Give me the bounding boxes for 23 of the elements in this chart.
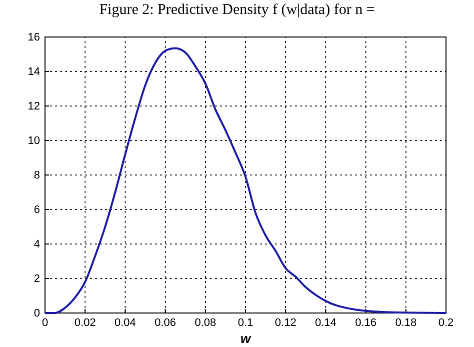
y-tick-label: 2 xyxy=(34,273,40,286)
y-tick-label: 16 xyxy=(28,32,40,44)
x-tick-label: 0.16 xyxy=(355,316,377,329)
y-tick-label: 6 xyxy=(34,204,40,216)
x-tick-label: 0.1 xyxy=(238,316,254,329)
y-tick-label: 8 xyxy=(34,170,40,182)
chart-title: Figure 2: Predictive Density f (w|data) for n = xyxy=(99,2,375,18)
x-tick-label: 0.12 xyxy=(274,316,296,329)
x-tick-label: 0.04 xyxy=(114,316,136,329)
y-tick-label: 0 xyxy=(34,308,40,320)
x-tick-label: 0.14 xyxy=(314,316,336,329)
y-tick-label: 10 xyxy=(28,135,40,148)
y-tick-label: 4 xyxy=(34,238,40,251)
x-tick-label: 0.2 xyxy=(438,316,454,329)
x-tick-label: 0.06 xyxy=(154,316,176,329)
x-tick-label: 0 xyxy=(42,316,48,329)
x-tick-label: 0.08 xyxy=(194,316,216,329)
x-tick-label: 0.02 xyxy=(74,316,96,329)
x-tick-label: 0.18 xyxy=(395,316,417,329)
x-axis-title: w xyxy=(240,331,252,346)
y-tick-label: 12 xyxy=(28,100,40,113)
line-series xyxy=(44,47,447,314)
y-tick-label: 14 xyxy=(28,66,40,78)
